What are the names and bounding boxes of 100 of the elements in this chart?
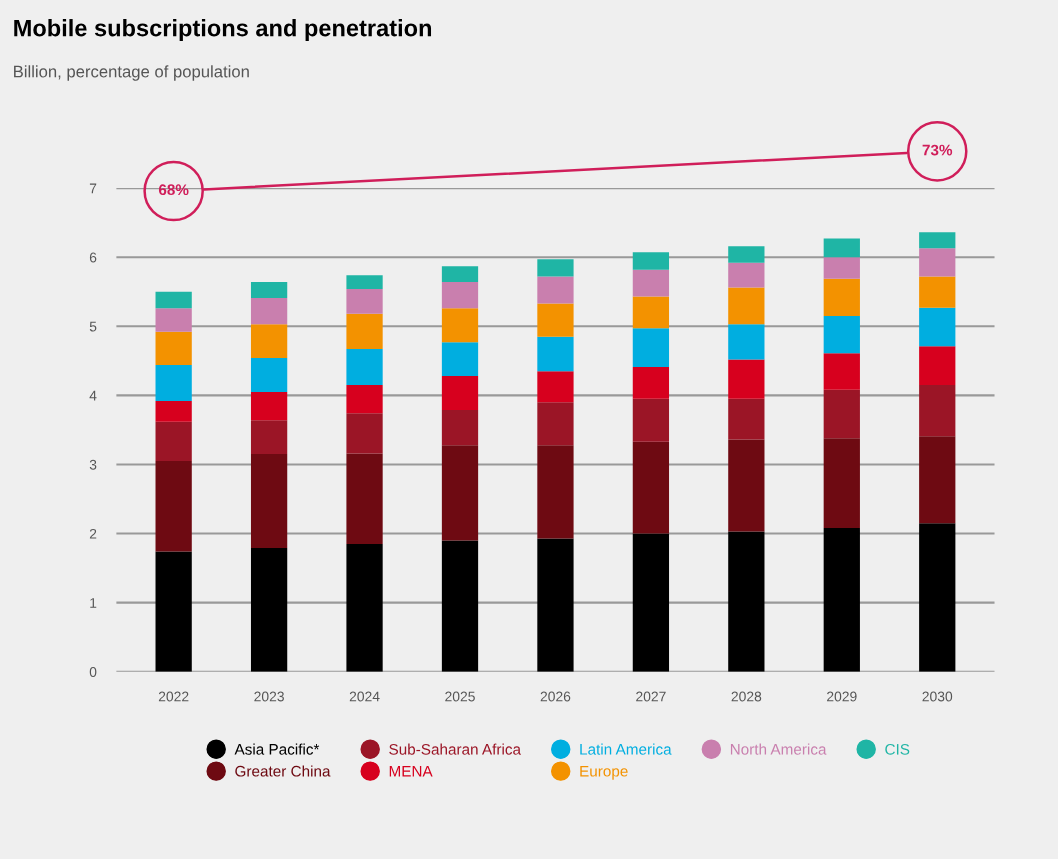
bar <box>250 454 288 549</box>
bar <box>441 266 479 283</box>
bar <box>919 385 956 437</box>
x-tick-label: 2025 <box>445 691 475 702</box>
bar <box>346 275 383 289</box>
bar <box>155 461 192 552</box>
bar <box>537 336 574 372</box>
x-tick-label: 2030 <box>922 691 953 702</box>
y-tick-label: 0 <box>89 667 97 677</box>
bar <box>250 420 288 455</box>
bar <box>919 346 956 386</box>
bar <box>632 252 670 270</box>
bar <box>441 540 479 672</box>
bar <box>346 543 383 672</box>
bar <box>441 409 479 446</box>
bar <box>537 303 574 337</box>
bar <box>346 453 383 544</box>
bar <box>537 259 574 277</box>
x-tick-label: 2026 <box>540 691 571 702</box>
bar <box>919 307 956 347</box>
bar <box>346 385 383 414</box>
bar <box>632 367 670 399</box>
y-tick-label: 6 <box>89 252 97 263</box>
bar <box>632 328 670 368</box>
bar <box>632 296 670 329</box>
bar <box>919 436 956 524</box>
y-tick-label: 2 <box>89 528 97 539</box>
bar <box>346 288 383 314</box>
bar <box>728 324 765 360</box>
bar <box>155 331 192 365</box>
bar <box>441 282 479 309</box>
bar <box>823 353 860 390</box>
x-tick-label: 2022 <box>158 691 189 702</box>
legend-label: Asia Pacific* <box>234 743 320 755</box>
bar <box>155 291 192 309</box>
bar <box>728 398 765 440</box>
x-tick-label: 2027 <box>636 691 666 702</box>
bar <box>728 439 765 532</box>
bar <box>823 315 860 354</box>
bar <box>728 262 765 288</box>
legend-label: Greater China <box>235 765 331 777</box>
y-tick-label: 4 <box>89 390 97 401</box>
bar <box>537 276 574 304</box>
bar <box>155 421 192 462</box>
legend-label: North America <box>730 743 827 755</box>
legend-label: Latin America <box>580 743 672 755</box>
bar <box>919 232 956 249</box>
bar <box>441 342 479 377</box>
bar <box>441 376 479 410</box>
bar <box>537 402 574 446</box>
bar <box>250 358 288 392</box>
bar <box>250 324 288 359</box>
x-tick-label: 2029 <box>827 691 857 702</box>
bar <box>823 528 860 672</box>
bar <box>250 548 288 672</box>
bar <box>823 257 860 279</box>
bar <box>346 349 383 386</box>
bar <box>155 551 192 672</box>
legend-label: CIS <box>885 743 910 755</box>
annotation: 68% <box>158 184 189 196</box>
x-tick-label: 2024 <box>349 691 380 702</box>
bar <box>728 246 765 263</box>
bar <box>537 445 574 539</box>
legend-label: MENA <box>389 765 433 777</box>
y-tick-label: 1 <box>90 598 97 608</box>
bar <box>250 282 288 298</box>
bar <box>919 248 956 277</box>
bar <box>919 523 956 672</box>
bar <box>155 400 192 422</box>
y-tick-label: 7 <box>89 183 97 194</box>
bar <box>728 531 765 672</box>
legend-label: Europe <box>580 765 628 780</box>
bar <box>250 391 288 421</box>
bar <box>823 389 860 439</box>
bar <box>346 313 383 350</box>
y-tick-label: 5 <box>89 321 97 332</box>
bar <box>441 445 479 541</box>
bar <box>728 359 765 399</box>
bar <box>250 297 288 325</box>
bar <box>728 287 765 325</box>
x-tick-label: 2028 <box>731 691 762 702</box>
bar <box>441 308 479 343</box>
bar <box>823 438 860 529</box>
y-tick-label: 3 <box>89 459 97 470</box>
bar <box>632 398 670 442</box>
bar <box>155 308 192 332</box>
bar <box>632 269 670 297</box>
chart-title: Mobile subscriptions and penetration <box>14 19 432 42</box>
bar <box>823 278 860 316</box>
bar <box>632 441 670 534</box>
text: 73% <box>922 144 953 156</box>
x-tick-label: 2023 <box>254 691 284 702</box>
bar <box>346 413 383 454</box>
chart-subtitle: Billion, percentage of population <box>14 65 249 81</box>
bar <box>632 533 670 672</box>
bar <box>919 276 956 308</box>
bar <box>823 238 860 258</box>
bar <box>155 364 192 401</box>
bar <box>537 538 574 672</box>
bar <box>537 371 574 403</box>
